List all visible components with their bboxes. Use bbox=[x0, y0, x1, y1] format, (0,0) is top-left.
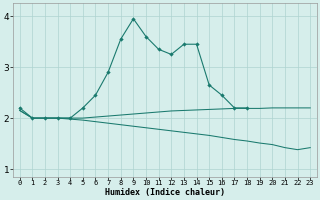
X-axis label: Humidex (Indice chaleur): Humidex (Indice chaleur) bbox=[105, 188, 225, 197]
